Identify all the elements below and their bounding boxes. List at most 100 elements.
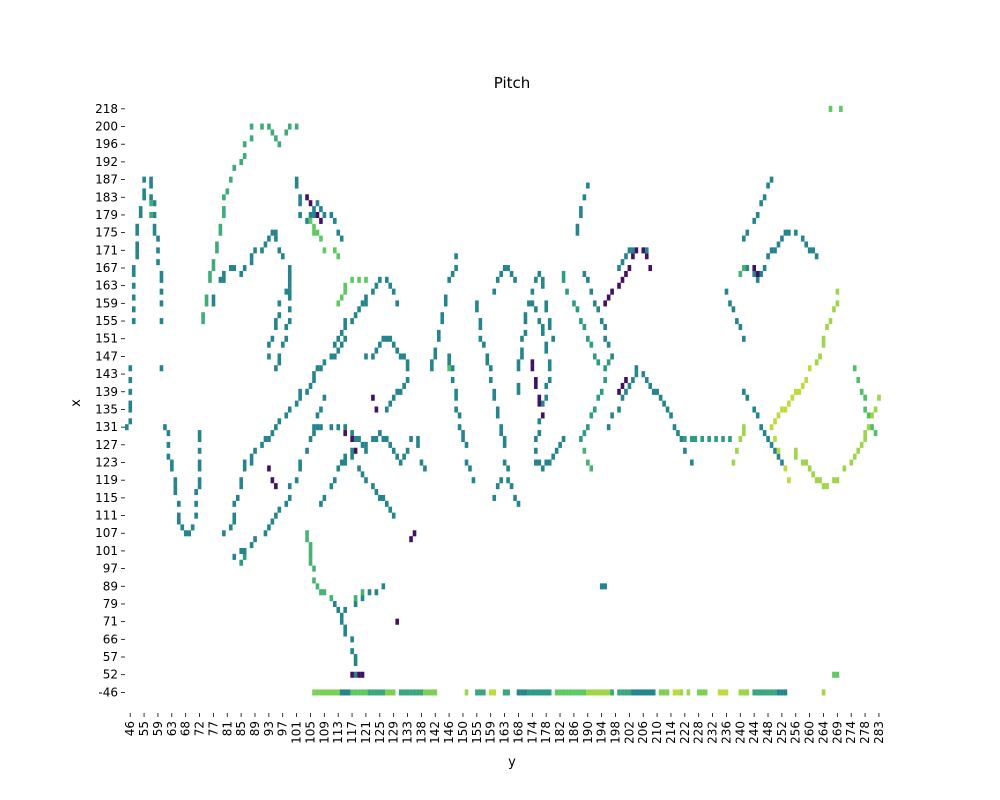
- heatmap-cell: [336, 465, 341, 472]
- y-tick-label: 192: [95, 155, 118, 169]
- heatmap-cell: [336, 229, 341, 236]
- heatmap-cell: [322, 211, 327, 219]
- x-tick-label: 105: [303, 721, 317, 744]
- heatmap-cell: [873, 406, 878, 413]
- heatmap-cell: [624, 253, 628, 260]
- heatmap-cell: [305, 194, 309, 201]
- heatmap-cell-bottom: [547, 689, 552, 696]
- heatmap-cell: [586, 459, 590, 466]
- heatmap-cell: [540, 329, 545, 336]
- heatmap-cell: [412, 530, 417, 537]
- heatmap-cell: [343, 288, 347, 295]
- heatmap-cell-bottom: [530, 689, 535, 696]
- heatmap-cell: [665, 406, 670, 413]
- y-tick-label: 159: [95, 296, 118, 310]
- y-tick-label: 79: [103, 597, 118, 611]
- x-tick-label: 182: [553, 721, 567, 744]
- heatmap-cell: [308, 547, 313, 554]
- heatmap-cell: [398, 459, 403, 466]
- heatmap-cell: [797, 388, 802, 395]
- heatmap-cell: [495, 406, 500, 413]
- heatmap-cell: [378, 341, 382, 348]
- heatmap-cell: [319, 500, 323, 507]
- heatmap-cell: [773, 447, 777, 454]
- heatmap-cell: [523, 312, 528, 319]
- heatmap-cell: [284, 412, 289, 419]
- heatmap-cell: [350, 453, 354, 460]
- heatmap-cell-bottom: [374, 689, 379, 696]
- heatmap-cell: [599, 318, 604, 325]
- heatmap-cell: [610, 412, 614, 419]
- heatmap-cell: [811, 247, 815, 254]
- heatmap-cell: [308, 542, 313, 549]
- heatmap-cell: [398, 388, 403, 395]
- heatmap-cell: [631, 247, 635, 254]
- heatmap-cell: [253, 447, 257, 454]
- heatmap-cell: [159, 365, 164, 372]
- heatmap-cell: [488, 377, 493, 384]
- heatmap-cell: [610, 353, 614, 360]
- heatmap-cell: [159, 300, 164, 307]
- heatmap-cell: [769, 441, 774, 448]
- heatmap-cell: [447, 359, 451, 366]
- heatmap-cell-bottom: [350, 689, 354, 696]
- heatmap-cell: [218, 276, 223, 283]
- x-tick-label: 77: [206, 721, 220, 736]
- heatmap-cell-bottom: [610, 689, 614, 696]
- heatmap-cell: [249, 253, 254, 260]
- heatmap-cell-bottom: [315, 689, 320, 696]
- heatmap-cell: [215, 247, 219, 254]
- heatmap-cell: [818, 353, 822, 360]
- heatmap-cell: [364, 447, 368, 454]
- heatmap-cell: [551, 453, 555, 460]
- y-tick-label: 218: [95, 102, 118, 116]
- heatmap-cell: [315, 365, 320, 372]
- heatmap-cell: [163, 424, 167, 431]
- heatmap-cell: [222, 194, 226, 201]
- heatmap-cell: [343, 430, 347, 437]
- heatmap-cell: [284, 288, 289, 295]
- heatmap-cell-bottom: [322, 689, 327, 696]
- heatmap-cell: [364, 477, 368, 484]
- x-tick-label: 186: [567, 721, 581, 744]
- x-tick-label: 194: [595, 721, 609, 744]
- heatmap-cell-bottom: [651, 689, 656, 696]
- heatmap-cell: [343, 453, 347, 460]
- heatmap-cell: [856, 377, 861, 384]
- heatmap-cell: [502, 441, 507, 448]
- heatmap-cell: [783, 406, 788, 413]
- heatmap-cell-bottom: [520, 689, 524, 696]
- heatmap-cell: [384, 406, 389, 413]
- heatmap-cell: [814, 359, 819, 366]
- y-tick-label: 196: [95, 137, 118, 151]
- heatmap-cell: [197, 430, 202, 437]
- heatmap-cell: [516, 382, 521, 389]
- heatmap-cell: [454, 253, 458, 260]
- heatmap-cell: [242, 465, 247, 472]
- heatmap-cell: [752, 270, 757, 277]
- heatmap-cell-bottom: [721, 689, 725, 696]
- heatmap-cell: [267, 341, 271, 348]
- heatmap-cell: [561, 276, 566, 283]
- heatmap-cell-bottom: [478, 689, 483, 696]
- heatmap-cell: [856, 447, 861, 454]
- heatmap-cell: [690, 435, 694, 443]
- heatmap-cell: [298, 459, 302, 466]
- heatmap-cell: [222, 276, 226, 283]
- heatmap-cell-bottom: [755, 689, 760, 696]
- heatmap-cell: [502, 435, 507, 443]
- x-tick-label: 138: [414, 721, 428, 744]
- heatmap-cell-bottom: [378, 689, 382, 696]
- heatmap-cell: [319, 424, 323, 431]
- heatmap-cell: [267, 235, 271, 242]
- heatmap-cell: [353, 601, 358, 608]
- x-tick-label: 264: [816, 721, 830, 744]
- heatmap-cell: [319, 589, 323, 596]
- heatmap-cell: [294, 182, 299, 189]
- x-tick-label: 46: [123, 721, 137, 736]
- heatmap-cell: [620, 394, 625, 401]
- heatmap-cell: [142, 194, 146, 201]
- heatmap-cell: [239, 270, 244, 277]
- heatmap-cell: [582, 447, 587, 454]
- heatmap-cell: [454, 265, 458, 272]
